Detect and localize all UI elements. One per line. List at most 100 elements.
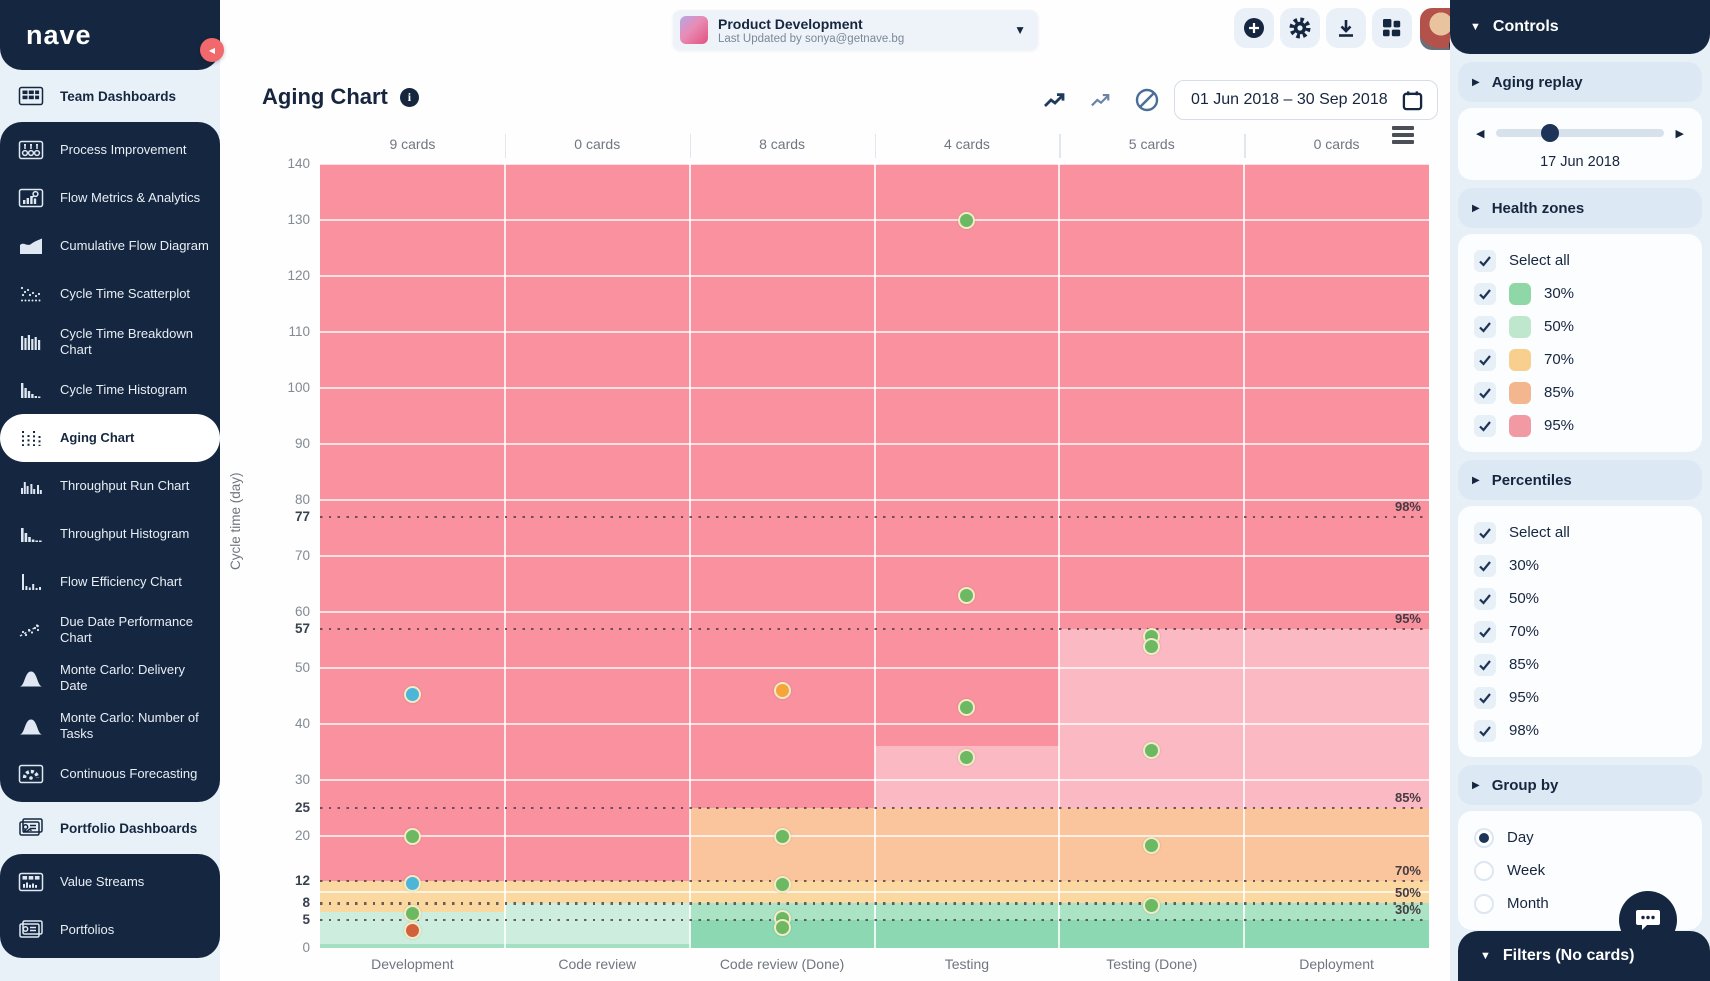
replay-date-label: 17 Jun 2018 [1540, 154, 1620, 170]
chat-button[interactable] [1619, 891, 1677, 949]
percentile-95-checkbox[interactable] [1474, 686, 1496, 709]
percentile-30-row[interactable]: 30% [1474, 549, 1686, 582]
trend-toggle-button[interactable] [1036, 80, 1074, 120]
card-dot-green[interactable] [403, 827, 421, 845]
section-label: Percentiles [1491, 471, 1572, 489]
sidebar-items: Value Streams Portfolios [0, 854, 220, 958]
sidebar-item-monte-carlo-delivery-date[interactable]: Monte Carlo: Delivery Date [0, 654, 220, 702]
clear-overlays-button[interactable] [1128, 80, 1166, 120]
health-zone-50-checkbox[interactable] [1474, 315, 1496, 338]
chart-menu-icon[interactable] [1386, 122, 1420, 148]
section-label: Group by [1491, 776, 1559, 794]
percentile-50-checkbox[interactable] [1474, 587, 1496, 610]
card-dot-green[interactable] [1143, 896, 1161, 914]
sidebar-item-process-improvement[interactable]: Process Improvement [0, 126, 220, 174]
health-zone-70-row[interactable]: 70% [1474, 343, 1686, 376]
group-by-month-radio[interactable] [1474, 893, 1494, 914]
date-range-picker[interactable]: 01 Jun 2018 – 30 Sep 2018 [1174, 80, 1438, 120]
sidebar-item-value-streams[interactable]: Value Streams [0, 858, 220, 906]
card-dot-green[interactable] [773, 827, 791, 845]
percentile-98-row[interactable]: 98% [1474, 714, 1686, 747]
percentile-line-95 [320, 627, 1429, 631]
card-dot-green[interactable] [1143, 637, 1161, 655]
health-zone-30-checkbox[interactable] [1474, 282, 1496, 305]
sidebar-group-team-dashboards[interactable]: Team Dashboards [0, 70, 220, 122]
card-dot-green[interactable] [958, 698, 976, 716]
section-header-health-zones[interactable]: ▶ Health zones [1458, 188, 1702, 228]
group-by-day-row[interactable]: Day [1474, 821, 1686, 854]
sidebar-item-throughput-histogram[interactable]: Throughput Histogram [0, 510, 220, 558]
card-dot-green[interactable] [958, 586, 976, 604]
section-header-percentiles[interactable]: ▶ Percentiles [1458, 460, 1702, 500]
slider-next-button[interactable]: ▶ [1674, 125, 1686, 142]
section-label: Health zones [1491, 199, 1585, 217]
percentile-85-checkbox[interactable] [1474, 653, 1496, 676]
card-dot-green[interactable] [403, 904, 421, 922]
download-button[interactable] [1326, 8, 1366, 48]
percentile-70-checkbox[interactable] [1474, 620, 1496, 643]
group-by-month-row[interactable]: Month [1474, 887, 1686, 920]
percentile-95-row[interactable]: 95% [1474, 681, 1686, 714]
apps-button[interactable] [1372, 8, 1412, 48]
controls-header[interactable]: ▼ Controls [1450, 0, 1710, 54]
health-zone-50-row[interactable]: 50% [1474, 310, 1686, 343]
filters-header[interactable]: ▼ Filters (No cards) [1458, 931, 1710, 981]
sidebar-collapse-button[interactable]: ◀ [200, 38, 224, 62]
sidebar-item-cumulative-flow-diagram[interactable]: Cumulative Flow Diagram [0, 222, 220, 270]
sidebar-item-flow-efficiency-chart[interactable]: Flow Efficiency Chart [0, 558, 220, 606]
sidebar-item-cycle-time-breakdown-chart[interactable]: Cycle Time Breakdown Chart [0, 318, 220, 366]
card-dot-green[interactable] [773, 919, 791, 937]
health-zone-85-checkbox[interactable] [1474, 381, 1496, 404]
slider-prev-button[interactable]: ◀ [1474, 125, 1486, 142]
sidebar-item-cycle-time-scatterplot[interactable]: Cycle Time Scatterplot [0, 270, 220, 318]
card-dot-red[interactable] [403, 921, 421, 939]
replay-slider[interactable] [1496, 124, 1664, 142]
health-zone-red [504, 164, 691, 881]
card-dot-blue[interactable] [403, 875, 421, 893]
health-zone-95-row[interactable]: 95% [1474, 409, 1686, 442]
group-by-week-row[interactable]: Week [1474, 854, 1686, 887]
health-zone-select-all-checkbox[interactable] [1474, 249, 1496, 272]
card-dot-green[interactable] [958, 749, 976, 767]
percentile-select-all-row[interactable]: Select all [1474, 516, 1686, 549]
percentile-50-row[interactable]: 50% [1474, 582, 1686, 615]
sidebar-item-portfolios[interactable]: Portfolios [0, 906, 220, 954]
card-dot-blue[interactable] [403, 686, 421, 704]
health-zone-95-checkbox[interactable] [1474, 414, 1496, 437]
group-by-week-radio[interactable] [1474, 860, 1494, 881]
sidebar-item-continuous-forecasting[interactable]: Continuous Forecasting [0, 750, 220, 798]
sidebar-item-cycle-time-histogram[interactable]: Cycle Time Histogram [0, 366, 220, 414]
sidebar-item-throughput-run-chart[interactable]: Throughput Run Chart [0, 462, 220, 510]
add-button[interactable] [1234, 8, 1274, 48]
health-zone-70-checkbox[interactable] [1474, 348, 1496, 371]
card-dot-orange[interactable] [773, 681, 791, 699]
sidebar-item-label: Flow Efficiency Chart [60, 573, 182, 589]
percentile-98-checkbox[interactable] [1474, 719, 1496, 742]
sidebar-item-monte-carlo-number-of-tasks[interactable]: Monte Carlo: Number of Tasks [0, 702, 220, 750]
health-zone-30-row[interactable]: 30% [1474, 277, 1686, 310]
column-separator [873, 164, 876, 948]
trend-secondary-button[interactable] [1082, 80, 1120, 120]
card-dot-green[interactable] [1143, 742, 1161, 760]
card-dot-green[interactable] [1143, 837, 1161, 855]
group-by-day-radio[interactable] [1474, 827, 1494, 848]
project-selector[interactable]: Product Development Last Updated by sony… [673, 10, 1038, 50]
percentile-70-row[interactable]: 70% [1474, 615, 1686, 648]
sidebar-item-flow-metrics-analytics[interactable]: Flow Metrics & Analytics [0, 174, 220, 222]
percentile-select-all-checkbox[interactable] [1474, 521, 1496, 544]
card-dot-green[interactable] [958, 211, 976, 229]
percentile-85-row[interactable]: 85% [1474, 648, 1686, 681]
card-dot-green[interactable] [773, 875, 791, 893]
sidebar-group-portfolio-dashboards[interactable]: Portfolio Dashboards [0, 802, 220, 854]
settings-button[interactable] [1280, 8, 1320, 48]
info-icon[interactable]: i [399, 87, 419, 107]
slider-thumb[interactable] [1540, 124, 1559, 142]
health-zone-select-all-row[interactable]: Select all [1474, 244, 1686, 277]
health-zone-85-row[interactable]: 85% [1474, 376, 1686, 409]
percentile-30-checkbox[interactable] [1474, 554, 1496, 577]
chat-bubble-icon [1636, 910, 1660, 930]
section-header-group-by[interactable]: ▶ Group by [1458, 765, 1702, 805]
section-header-aging-replay[interactable]: ▶ Aging replay [1458, 62, 1702, 102]
sidebar-item-aging-chart[interactable]: Aging Chart [0, 414, 220, 462]
sidebar-item-due-date-performance-chart[interactable]: Due Date Performance Chart [0, 606, 220, 654]
